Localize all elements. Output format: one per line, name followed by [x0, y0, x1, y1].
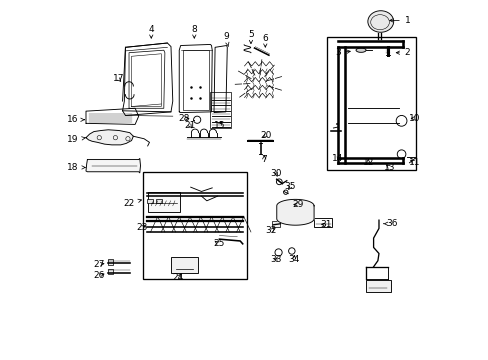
Polygon shape [86, 130, 133, 145]
Bar [326, 37, 415, 170]
Bar [365, 280, 390, 292]
Text: 18: 18 [67, 163, 85, 172]
Text: 36: 36 [383, 219, 397, 228]
Text: 29: 29 [291, 200, 303, 209]
Bar [107, 259, 113, 265]
Polygon shape [276, 199, 313, 225]
Text: 8: 8 [191, 25, 197, 38]
Text: 5: 5 [247, 30, 253, 44]
Text: 34: 34 [288, 255, 299, 264]
Bar [272, 221, 280, 226]
Text: 12: 12 [362, 158, 373, 167]
Text: 6: 6 [262, 34, 267, 47]
Text: 22: 22 [123, 199, 141, 208]
Text: 28: 28 [178, 114, 189, 123]
Text: 9: 9 [223, 32, 228, 46]
Ellipse shape [355, 48, 366, 52]
Bar [289, 210, 295, 217]
Text: 26: 26 [93, 270, 105, 279]
Text: 21: 21 [184, 121, 195, 130]
Text: 31: 31 [320, 220, 331, 229]
Bar [147, 199, 153, 203]
Bar [314, 218, 331, 226]
Text: 33: 33 [270, 255, 281, 264]
Text: 1: 1 [389, 16, 410, 25]
Text: 11: 11 [408, 158, 420, 167]
Text: 23: 23 [136, 223, 148, 232]
Text: 4: 4 [148, 25, 154, 38]
Text: 27: 27 [93, 260, 105, 269]
Text: 13: 13 [383, 163, 395, 172]
Text: 30: 30 [270, 169, 281, 178]
Text: 35: 35 [284, 182, 296, 191]
Text: 25: 25 [213, 239, 224, 248]
Bar [171, 257, 198, 273]
Text: 14: 14 [331, 154, 343, 163]
Text: 19: 19 [67, 135, 85, 144]
Text: 16: 16 [67, 115, 84, 124]
Text: 24: 24 [172, 273, 183, 282]
Bar [107, 269, 113, 274]
Bar [155, 199, 162, 203]
Ellipse shape [367, 11, 393, 32]
Bar [210, 92, 231, 128]
Text: 20: 20 [260, 131, 271, 140]
Bar [143, 172, 246, 279]
Text: 15: 15 [213, 121, 224, 130]
Text: 2: 2 [395, 48, 409, 57]
Text: 10: 10 [408, 114, 420, 123]
Bar [148, 192, 180, 212]
Polygon shape [86, 158, 140, 173]
Text: 7: 7 [261, 155, 266, 164]
Text: 32: 32 [265, 226, 277, 235]
Text: 17: 17 [112, 75, 124, 84]
Text: 3: 3 [334, 48, 349, 57]
Bar [183, 50, 208, 110]
